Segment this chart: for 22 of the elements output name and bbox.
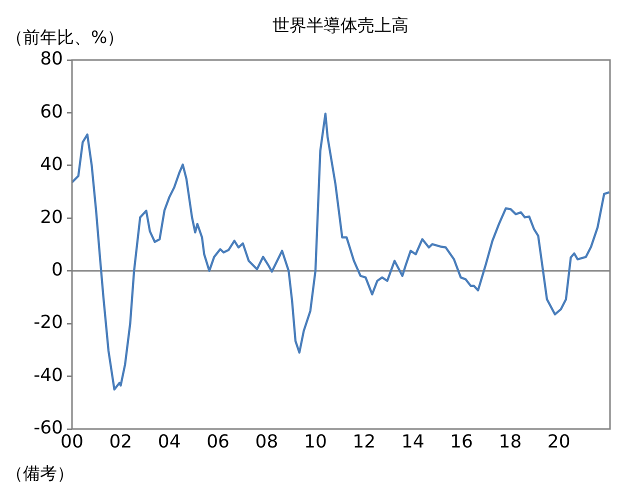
x-tick-label: 12 [352, 431, 376, 452]
y-tick-label: 80 [40, 48, 63, 70]
x-tick-label: 02 [109, 431, 132, 452]
y-tick-label: 0 [52, 260, 63, 281]
x-tick-label: 06 [206, 431, 230, 452]
x-tick-label: 08 [255, 431, 278, 452]
y-tick-label: -60 [34, 418, 63, 439]
x-tick-label: 14 [401, 431, 424, 452]
y-tick-label: 20 [40, 206, 63, 228]
x-tick-label: 00 [60, 431, 84, 452]
y-tick-label: 60 [40, 101, 63, 122]
y-tick-label: -40 [34, 364, 63, 386]
x-tick-label: 10 [304, 431, 327, 452]
x-tick-label: 20 [547, 431, 570, 452]
x-tick-label: 16 [450, 431, 473, 452]
x-tick-label: 04 [158, 431, 181, 452]
text: （備考） [6, 463, 74, 485]
y-tick-label: -20 [34, 312, 63, 334]
chart-title: 世界半導体売上高 [272, 16, 408, 36]
y-tick-label: 40 [40, 154, 63, 176]
y-axis-title: （前年比、%） [6, 27, 124, 49]
x-tick-label: 18 [498, 431, 522, 452]
